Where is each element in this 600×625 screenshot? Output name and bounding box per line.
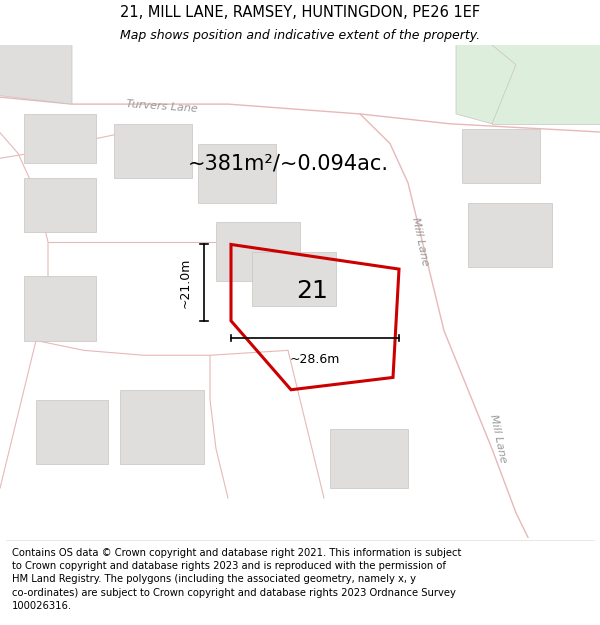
Text: ~381m²/~0.094ac.: ~381m²/~0.094ac. [187, 153, 389, 173]
Polygon shape [456, 35, 516, 124]
Text: 21, MILL LANE, RAMSEY, HUNTINGDON, PE26 1EF: 21, MILL LANE, RAMSEY, HUNTINGDON, PE26 … [120, 5, 480, 20]
Polygon shape [0, 35, 72, 104]
Text: Contains OS data © Crown copyright and database right 2021. This information is : Contains OS data © Crown copyright and d… [12, 548, 461, 611]
Polygon shape [24, 178, 96, 232]
Polygon shape [462, 129, 540, 183]
Polygon shape [198, 144, 276, 202]
Polygon shape [120, 390, 204, 464]
Text: ~28.6m: ~28.6m [290, 352, 340, 366]
Polygon shape [114, 124, 192, 178]
Text: 21: 21 [296, 279, 328, 303]
Polygon shape [468, 202, 552, 267]
Polygon shape [24, 276, 96, 341]
Polygon shape [492, 35, 600, 124]
Text: Mill Lane: Mill Lane [488, 414, 508, 464]
Text: ~21.0m: ~21.0m [179, 258, 192, 308]
Polygon shape [216, 222, 300, 281]
Text: Mill Lane: Mill Lane [410, 217, 430, 268]
Polygon shape [36, 399, 108, 464]
Text: Turvers Lane: Turvers Lane [126, 99, 198, 114]
Text: Map shows position and indicative extent of the property.: Map shows position and indicative extent… [120, 29, 480, 42]
Polygon shape [24, 114, 96, 163]
Polygon shape [330, 429, 408, 488]
Polygon shape [252, 252, 336, 306]
